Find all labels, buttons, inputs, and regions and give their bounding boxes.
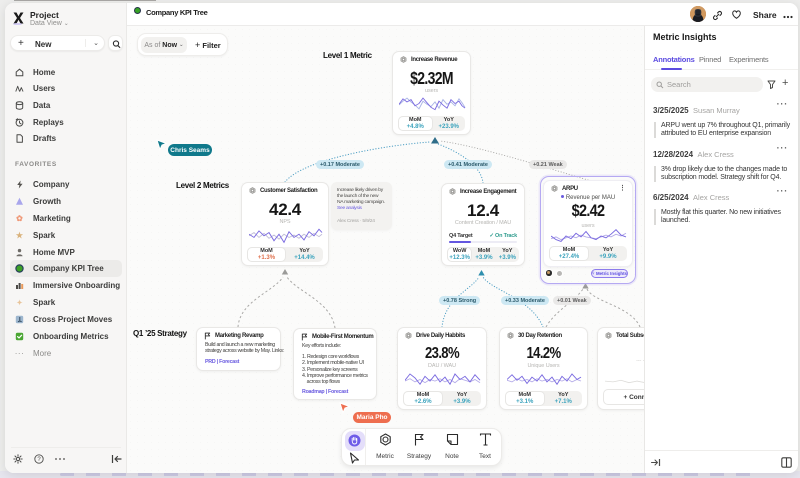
svg-text:?: ?: [37, 457, 41, 463]
